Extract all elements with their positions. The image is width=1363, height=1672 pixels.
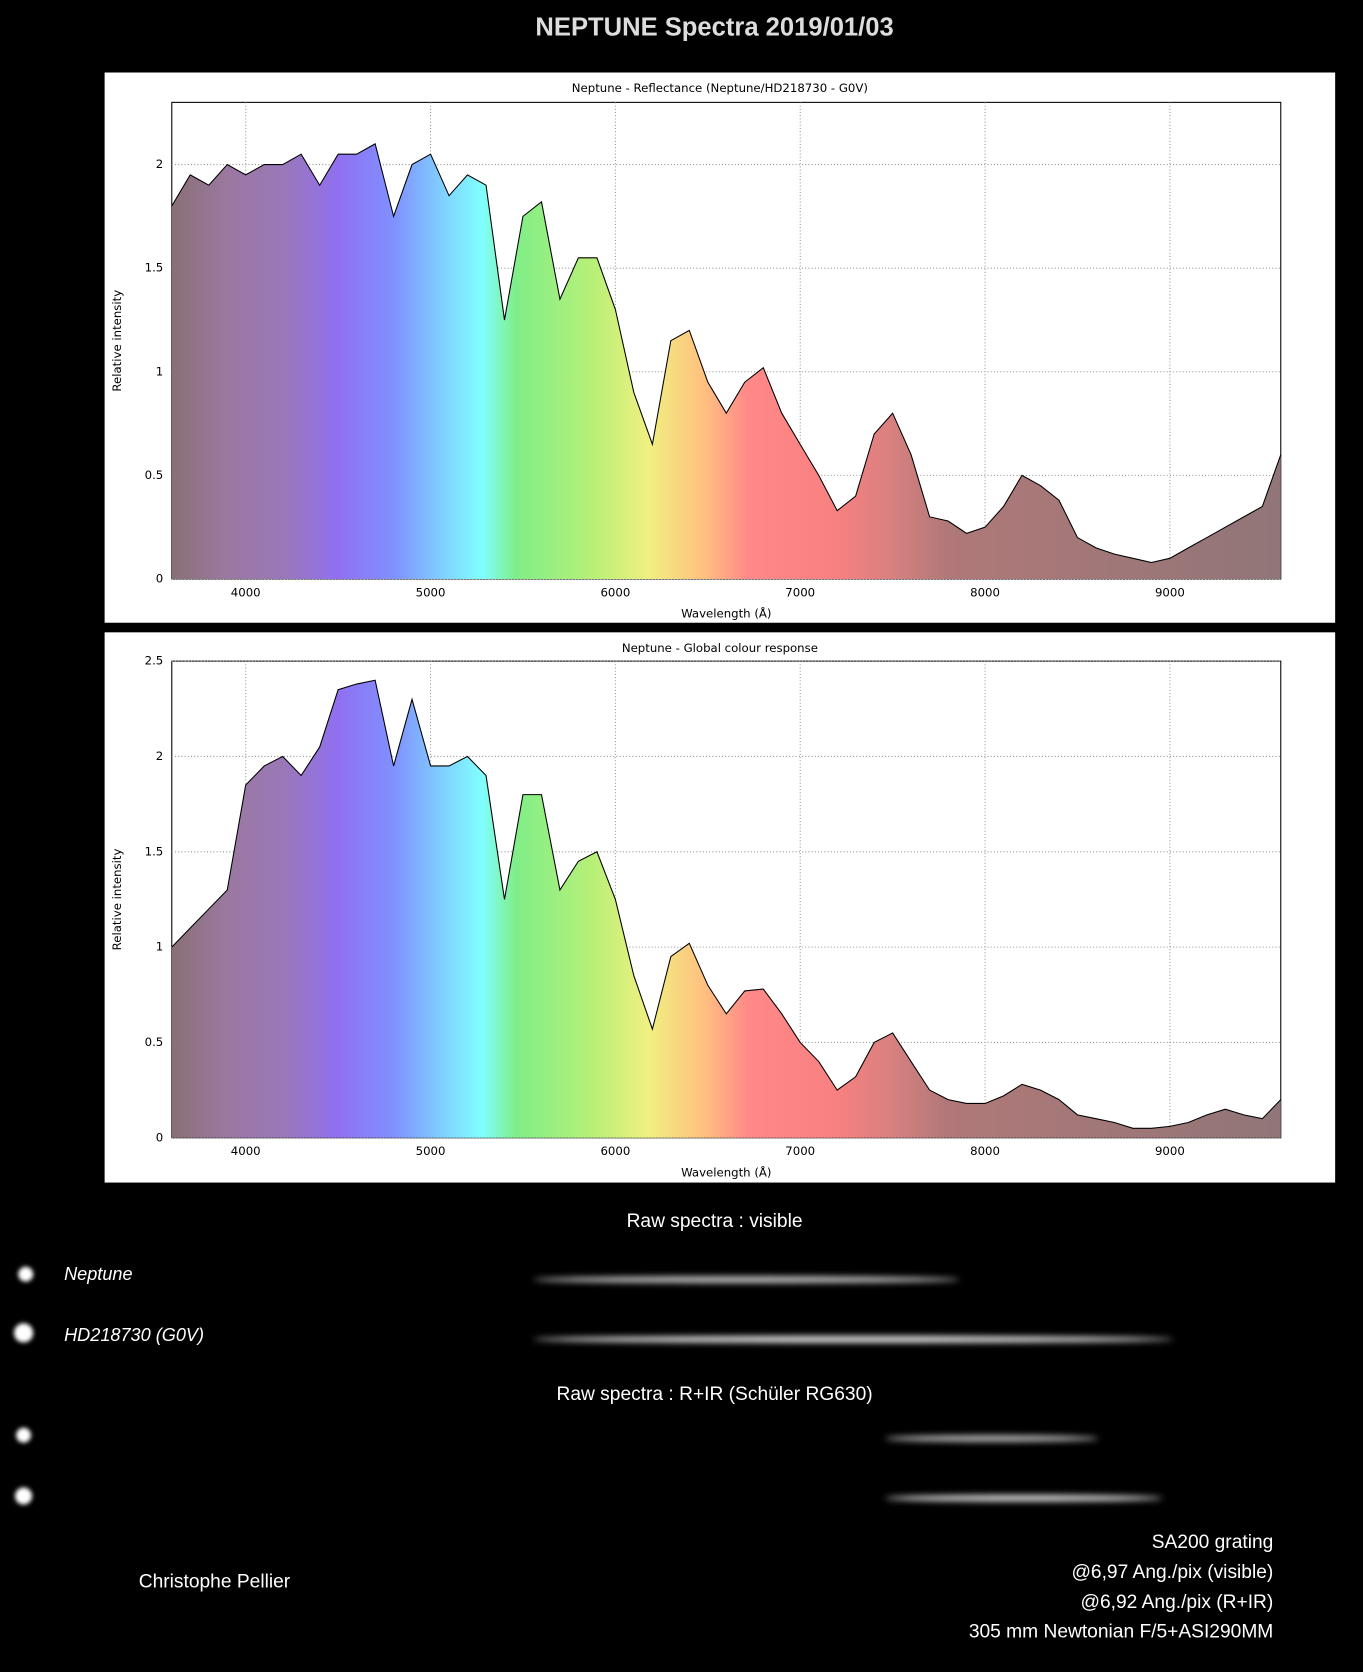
setup-line: @6,92 Ang./pix (R+IR) bbox=[1081, 1592, 1274, 1613]
star-dot bbox=[18, 1266, 34, 1282]
page-title: NEPTUNE Spectra 2019/01/03 bbox=[535, 14, 893, 42]
raw-spectrum bbox=[885, 1494, 1163, 1502]
star-dot bbox=[15, 1487, 33, 1505]
x-tick-label: 8000 bbox=[970, 585, 1000, 599]
raw-spectrum bbox=[533, 1336, 1174, 1343]
chart: 0 0.5 1 1.5 2 4000 5000 6000 7000 8000 9000 Neptune… bbox=[104, 72, 1336, 623]
y-tick-label: 2.5 bbox=[145, 654, 164, 668]
chart-title: Neptune - Global colour response bbox=[622, 641, 818, 655]
x-tick-label: 9000 bbox=[1155, 585, 1185, 599]
setup-line: SA200 grating bbox=[1152, 1532, 1274, 1553]
target-label: HD218730 (G0V) bbox=[64, 1325, 204, 1345]
area-fill bbox=[171, 680, 1281, 1138]
x-tick-label: 8000 bbox=[970, 1144, 1000, 1158]
x-tick-label: 5000 bbox=[416, 585, 446, 599]
x-axis-label: Wavelength (Å) bbox=[681, 1164, 771, 1179]
raw-visible-title: Raw spectra : visible bbox=[627, 1211, 803, 1232]
x-tick-label: 5000 bbox=[416, 1144, 446, 1158]
x-tick-label: 7000 bbox=[785, 1144, 815, 1158]
x-tick-label: 9000 bbox=[1155, 1144, 1185, 1158]
charts: 0 0.5 1 1.5 2 4000 5000 6000 7000 8000 9000 Neptune… bbox=[104, 72, 1336, 1183]
setup-line: 305 mm Newtonian F/5+ASI290MM bbox=[969, 1622, 1273, 1643]
y-tick-label: 1.5 bbox=[145, 261, 164, 275]
chart-title: Neptune - Reflectance (Neptune/HD218730 … bbox=[572, 81, 868, 95]
y-tick-label: 2 bbox=[156, 157, 163, 171]
x-tick-label: 7000 bbox=[785, 585, 815, 599]
y-axis-label: Relative intensity bbox=[110, 848, 124, 950]
spectrum-line bbox=[171, 143, 1282, 564]
x-tick-label: 6000 bbox=[600, 585, 630, 599]
spectrum-line bbox=[171, 679, 1282, 1129]
raw-spectrum bbox=[885, 1435, 1099, 1442]
raw-spectrum bbox=[533, 1276, 960, 1283]
y-tick-label: 1 bbox=[156, 940, 163, 954]
raw-ir-title: Raw spectra : R+IR (Schüler RG630) bbox=[556, 1384, 872, 1405]
y-tick-label: 0 bbox=[156, 572, 163, 586]
y-tick-label: 0 bbox=[156, 1130, 163, 1144]
y-tick-label: 0.5 bbox=[145, 1035, 164, 1049]
y-axis-label: Relative intensity bbox=[110, 290, 124, 392]
y-tick-label: 1.5 bbox=[145, 844, 164, 858]
y-tick-label: 2 bbox=[156, 749, 163, 763]
target-label: Neptune bbox=[64, 1264, 132, 1284]
y-tick-label: 0.5 bbox=[145, 468, 164, 482]
y-tick-label: 1 bbox=[156, 364, 163, 378]
x-axis-label: Wavelength (Å) bbox=[681, 606, 771, 621]
x-tick-label: 4000 bbox=[231, 585, 261, 599]
author: Christophe Pellier bbox=[139, 1571, 291, 1592]
star-dot bbox=[16, 1427, 32, 1443]
chart: 0 0.5 1 1.5 2 2.5 4000 5000 6000 7000 8000 9000 Nept… bbox=[104, 632, 1336, 1183]
x-tick-label: 6000 bbox=[600, 1144, 630, 1158]
area-fill bbox=[171, 143, 1281, 580]
star-dot bbox=[13, 1323, 34, 1343]
setup-line: @6,97 Ang./pix (visible) bbox=[1071, 1562, 1273, 1583]
x-tick-label: 4000 bbox=[231, 1144, 261, 1158]
